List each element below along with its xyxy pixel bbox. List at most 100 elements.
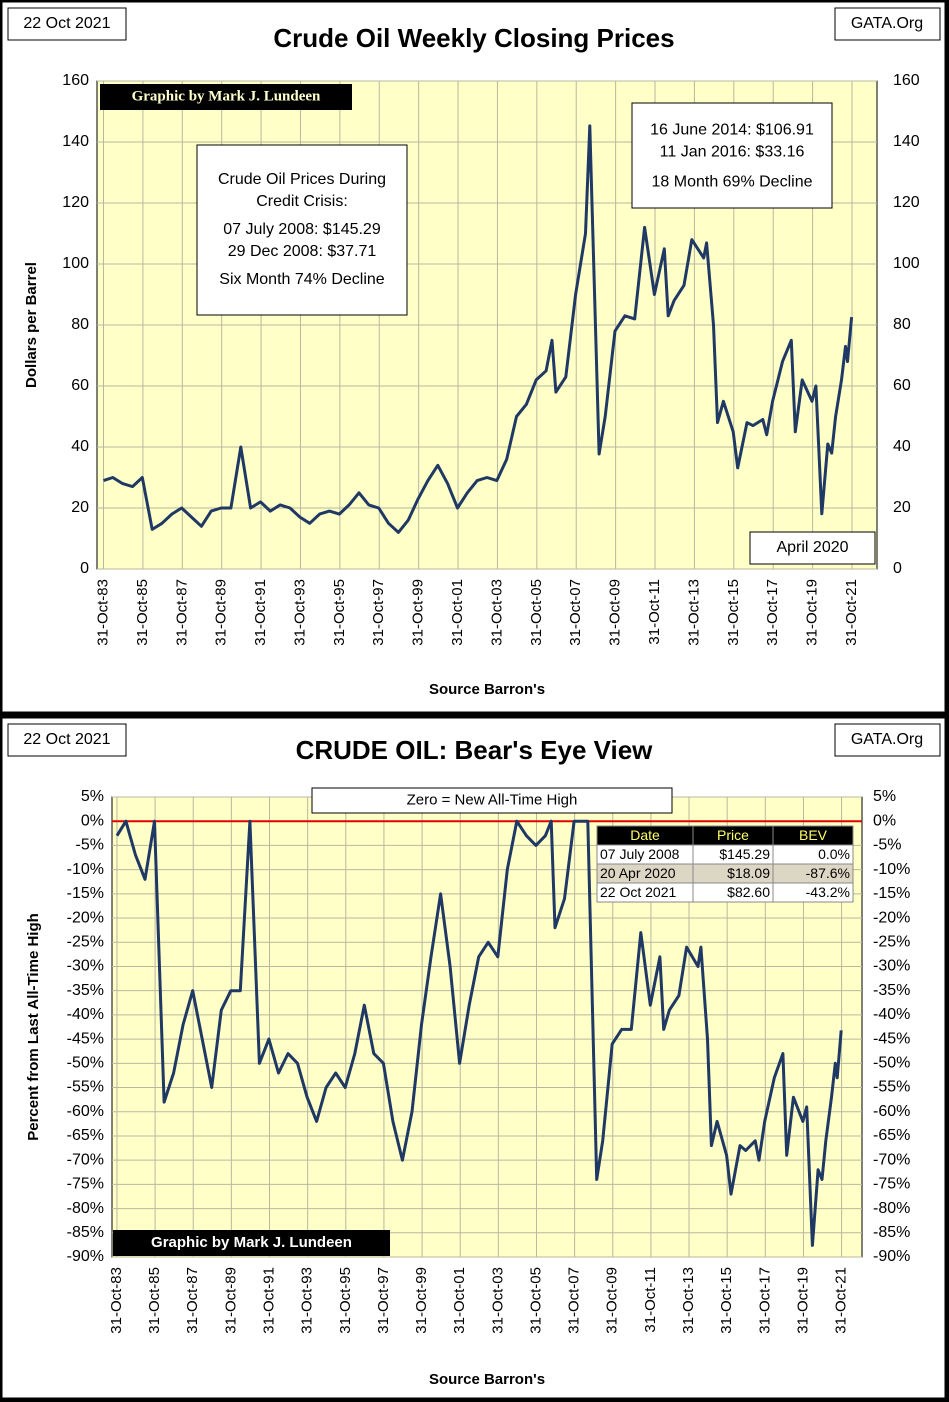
- y2-tick-label: 120: [893, 194, 920, 211]
- y2-tick-label: -35%: [873, 982, 910, 999]
- note-line: Credit Crisis:: [256, 193, 348, 210]
- y-tick-label: 160: [62, 72, 89, 89]
- x-tick-label: 31-Oct-07: [566, 1267, 583, 1334]
- x-tick-label: 31-Oct-05: [528, 579, 545, 646]
- table-text: 22 Oct 2021: [600, 884, 676, 900]
- y2-tick-label: -45%: [873, 1030, 910, 1047]
- y2-tick-label: -65%: [873, 1127, 910, 1144]
- note-box: [631, 102, 833, 209]
- y2-tick-label: 5%: [873, 788, 896, 805]
- x-tick-label: 31-Oct-09: [607, 579, 624, 646]
- y-tick-label: 80: [71, 316, 89, 333]
- y2-tick-label: -55%: [873, 1079, 910, 1096]
- price-line: [103, 124, 854, 534]
- table-header: BEV: [799, 827, 828, 843]
- chart-title: Crude Oil Weekly Closing Prices: [273, 23, 674, 53]
- x-tick-label: 31-Oct-83: [108, 1267, 125, 1334]
- y-tick-label: -60%: [67, 1103, 104, 1120]
- y-tick-label: 20: [71, 499, 89, 516]
- y-axis-label: Dollars per Barrel: [23, 262, 40, 388]
- x-tick-label: 31-Oct-15: [718, 1267, 735, 1334]
- table-text: $18.09: [727, 865, 770, 881]
- table-header: Price: [717, 827, 749, 843]
- y2-tick-label: -60%: [873, 1103, 910, 1120]
- y2-tick-label: -15%: [873, 885, 910, 902]
- x-axis-label: Source Barron's: [429, 681, 545, 698]
- x-tick-label: 31-Oct-91: [260, 1267, 277, 1334]
- y-tick-label: 0: [80, 560, 89, 577]
- y-tick-label: -15%: [67, 885, 104, 902]
- y-tick-label: -5%: [76, 837, 104, 854]
- x-tick-label: 31-Oct-97: [375, 1267, 392, 1334]
- y2-tick-label: -85%: [873, 1224, 910, 1241]
- y2-tick-label: -10%: [873, 861, 910, 878]
- y-tick-label: -25%: [67, 933, 104, 950]
- x-tick-label: 31-Oct-21: [843, 579, 860, 646]
- note-box: [196, 144, 408, 316]
- y-tick-label: -70%: [67, 1151, 104, 1168]
- table-header: Date: [630, 827, 660, 843]
- note-line: April 2020: [776, 539, 848, 556]
- table-text: 0.0%: [818, 846, 850, 862]
- x-tick-label: 31-Oct-05: [527, 1267, 544, 1334]
- y-tick-label: -30%: [67, 958, 104, 975]
- y-tick-label: 5%: [81, 788, 104, 805]
- y-tick-label: -50%: [67, 1055, 104, 1072]
- price-line: [115, 819, 843, 1247]
- y2-tick-label: 0%: [873, 812, 896, 829]
- y-tick-label: -85%: [67, 1224, 104, 1241]
- chart-title: CRUDE OIL: Bear's Eye View: [296, 735, 654, 765]
- source-tag: GATA.Org: [851, 731, 923, 748]
- y2-tick-label: 40: [893, 438, 911, 455]
- x-tick-label: 31-Oct-01: [449, 579, 466, 646]
- x-tick-label: 31-Oct-91: [252, 579, 269, 646]
- x-tick-label: 31-Oct-93: [291, 579, 308, 646]
- x-tick-label: 31-Oct-87: [184, 1267, 201, 1334]
- y2-tick-label: 60: [893, 377, 911, 394]
- y-tick-label: -40%: [67, 1006, 104, 1023]
- y-tick-label: 100: [62, 255, 89, 272]
- y2-tick-label: -30%: [873, 958, 910, 975]
- date-stamp: 22 Oct 2021: [23, 15, 110, 32]
- y-tick-label: -65%: [67, 1127, 104, 1144]
- x-tick-label: 31-Oct-11: [642, 1267, 659, 1333]
- y-tick-label: -45%: [67, 1030, 104, 1047]
- credit-badge: [113, 1230, 390, 1256]
- x-tick-label: 31-Oct-99: [410, 579, 427, 646]
- table-text: $82.60: [727, 884, 770, 900]
- source-box: [834, 7, 941, 41]
- x-tick-label: 31-Oct-13: [685, 579, 702, 646]
- x-tick-label: 31-Oct-21: [833, 1267, 850, 1334]
- table-text: -87.6%: [806, 865, 850, 881]
- y2-tick-label: -40%: [873, 1006, 910, 1023]
- x-tick-label: 31-Oct-13: [680, 1267, 697, 1334]
- x-axis-label: Source Barron's: [429, 1371, 545, 1388]
- x-tick-label: 31-Oct-11: [646, 579, 663, 645]
- x-tick-label: 31-Oct-85: [134, 579, 151, 646]
- date-box: [7, 7, 127, 41]
- y2-tick-label: -20%: [873, 909, 910, 926]
- y2-tick-label: -90%: [873, 1248, 910, 1265]
- y-tick-label: 40: [71, 438, 89, 455]
- x-tick-label: 31-Oct-87: [173, 579, 190, 646]
- x-tick-label: 31-Oct-83: [94, 579, 111, 646]
- x-tick-label: 31-Oct-09: [604, 1267, 621, 1334]
- y2-tick-label: -50%: [873, 1055, 910, 1072]
- source-tag: GATA.Org: [851, 15, 923, 32]
- x-tick-label: 31-Oct-19: [804, 579, 821, 646]
- x-tick-label: 31-Oct-15: [725, 579, 742, 646]
- date-box: [7, 723, 127, 757]
- x-tick-label: 31-Oct-97: [370, 579, 387, 646]
- credit-text: Graphic by Mark J. Lundeen: [132, 88, 321, 104]
- y-tick-label: -80%: [67, 1200, 104, 1217]
- y2-tick-label: -70%: [873, 1151, 910, 1168]
- note-box: [749, 531, 876, 565]
- y-tick-label: -75%: [67, 1176, 104, 1193]
- x-tick-label: 31-Oct-93: [299, 1267, 316, 1334]
- y2-tick-label: 0: [893, 560, 902, 577]
- y2-tick-label: 20: [893, 499, 911, 516]
- x-tick-label: 31-Oct-17: [756, 1267, 773, 1334]
- x-tick-label: 31-Oct-03: [489, 1267, 506, 1334]
- y-tick-label: 0%: [81, 812, 104, 829]
- x-tick-label: 31-Oct-07: [567, 579, 584, 646]
